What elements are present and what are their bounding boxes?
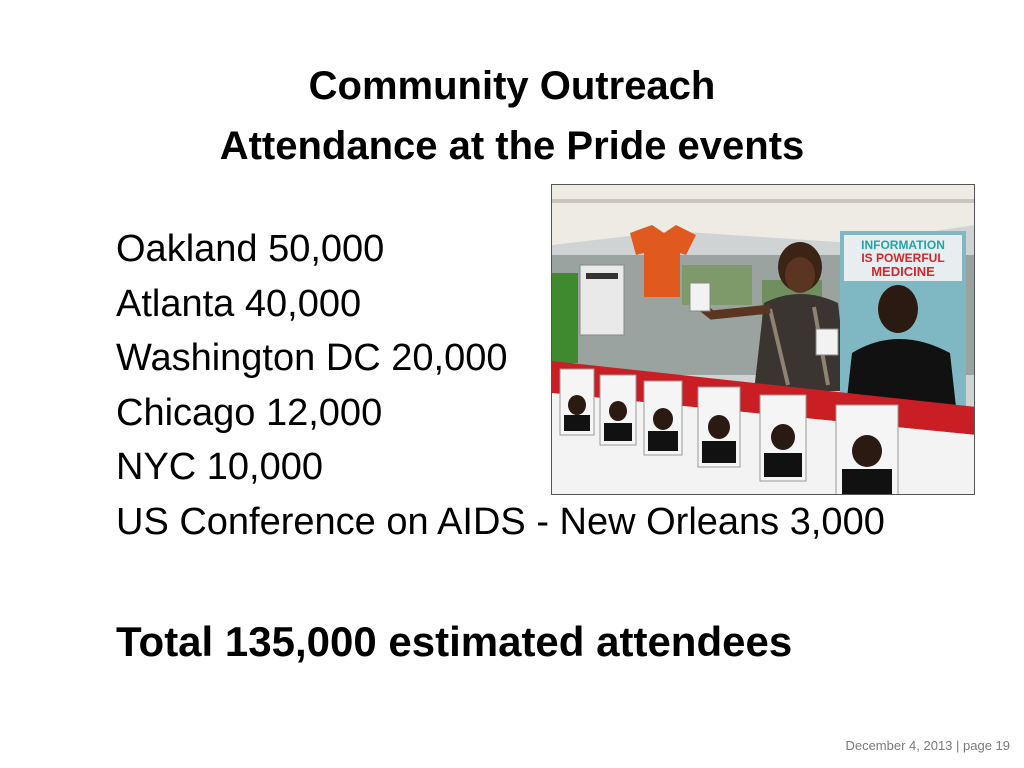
event-line-washington-dc: Washington DC 20,000 <box>116 337 508 379</box>
title-line-1: Community Outreach <box>308 64 716 108</box>
event-line-atlanta: Atlanta 40,000 <box>116 282 362 325</box>
event-attendance-list: Oakland 50,000 Atlanta 40,000 Washington… <box>116 222 885 549</box>
poster-text-line-2: IS POWERFUL <box>861 251 944 265</box>
outreach-booth-photo: INFORMATION IS POWERFUL MEDICINE <box>551 184 975 495</box>
slide-footer: December 4, 2013 | page 19 <box>845 738 1010 753</box>
event-line-us-conference-aids: US Conference on AIDS - New Orleans 3,00… <box>116 500 885 543</box>
event-line-chicago: Chicago 12,000 <box>116 391 383 434</box>
total-attendees: Total 135,000 estimated attendees <box>116 618 793 665</box>
poster-text-line-3: MEDICINE <box>871 264 935 279</box>
event-line-oakland: Oakland 50,000 <box>116 228 385 270</box>
title-line-2: Attendance at the Pride events <box>219 124 805 168</box>
slide-title: Community Outreach Attendance at the Pri… <box>0 56 1024 176</box>
event-line-nyc: NYC 10,000 <box>116 446 324 488</box>
poster-text-line-1: INFORMATION <box>861 238 945 252</box>
